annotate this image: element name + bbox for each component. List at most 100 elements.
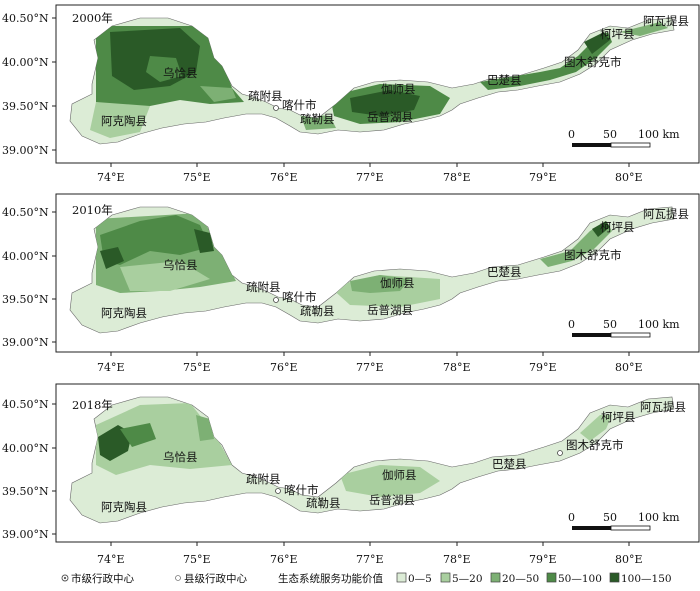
label-tumushuke: 图木舒克市: [564, 248, 622, 262]
legend-class-label: 20—50: [502, 573, 539, 585]
svg-text:39.50°N: 39.50°N: [2, 293, 49, 306]
svg-text:39.50°N: 39.50°N: [2, 485, 49, 498]
legend-swatch-2: [490, 572, 501, 583]
label-kalpin: 柯坪县: [600, 220, 635, 234]
svg-text:74°E: 74°E: [97, 553, 125, 566]
map-body: [69, 17, 675, 145]
svg-text:77°E: 77°E: [356, 361, 384, 374]
x-axis-ticks: 74°E 75°E 76°E 77°E 78°E 79°E 80°E: [97, 542, 643, 566]
map-body: [69, 206, 675, 334]
y-axis-ticks: 40.50°N 40.00°N 39.50°N 39.00°N: [2, 12, 56, 157]
panel-2010: 2010年 乌恰县 阿克陶县 疏附县 喀什市 疏勒县 伽师县 岳普湖县 巴楚县 …: [2, 193, 700, 374]
svg-text:0: 0: [568, 511, 575, 524]
label-shufu: 疏附县: [246, 280, 281, 294]
label-bachu: 巴楚县: [487, 265, 522, 279]
legend-swatch-1: [440, 572, 451, 583]
svg-text:79°E: 79°E: [529, 553, 557, 566]
svg-text:79°E: 79°E: [529, 361, 557, 374]
legend-swatch-3: [546, 572, 557, 583]
legend-class-label: 50—100: [558, 573, 602, 585]
kashi-city-marker: [275, 488, 281, 494]
svg-text:50: 50: [603, 318, 617, 331]
label-kashi: 喀什市: [284, 483, 319, 497]
svg-text:75°E: 75°E: [183, 361, 211, 374]
svg-text:0: 0: [568, 318, 575, 331]
label-kashi: 喀什市: [282, 290, 317, 304]
svg-text:78°E: 78°E: [443, 171, 471, 184]
label-wuqia: 乌恰县: [163, 450, 198, 464]
scale-bar: 0 50 100 km: [568, 511, 680, 531]
label-shule: 疏勒县: [306, 496, 341, 510]
svg-text:40.50°N: 40.50°N: [2, 206, 49, 219]
panel-2018: 2018年 乌恰县 阿克陶县 疏附县 喀什市 疏勒县 伽师县 岳普湖县 巴楚县 …: [2, 383, 700, 566]
label-shule: 疏勒县: [300, 112, 335, 126]
kashi-city-marker: [273, 105, 279, 111]
label-tumushuke: 图木舒克市: [566, 438, 624, 452]
svg-text:100 km: 100 km: [638, 318, 680, 331]
legend-swatch-4: [609, 572, 620, 583]
legend-swatch-0: [396, 572, 407, 583]
svg-text:76°E: 76°E: [270, 361, 298, 374]
year-label: 2018年: [72, 398, 113, 412]
label-jiashi: 伽师县: [380, 276, 415, 290]
legend-class-label: 0—5: [408, 573, 432, 585]
label-yuepuhu: 岳普湖县: [369, 493, 415, 507]
svg-text:75°E: 75°E: [183, 553, 211, 566]
svg-text:40.00°N: 40.00°N: [2, 442, 49, 455]
label-bachu: 巴楚县: [487, 73, 522, 87]
svg-text:100 km: 100 km: [638, 128, 680, 141]
svg-text:74°E: 74°E: [97, 361, 125, 374]
svg-text:78°E: 78°E: [443, 361, 471, 374]
svg-text:80°E: 80°E: [615, 171, 643, 184]
label-shule: 疏勒县: [300, 304, 335, 318]
label-kashi: 喀什市: [282, 98, 317, 112]
svg-text:县级行政中心: 县级行政中心: [184, 572, 247, 585]
ecosystem-value-patches: [96, 213, 612, 307]
svg-text:77°E: 77°E: [356, 553, 384, 566]
svg-text:39.00°N: 39.00°N: [2, 336, 49, 349]
label-jiashi: 伽师县: [381, 82, 416, 96]
label-shufu: 疏附县: [248, 89, 283, 103]
legend-value-title: 生态系统服务功能价值: [278, 572, 383, 585]
label-yuepuhu: 岳普湖县: [367, 303, 413, 317]
x-axis-ticks: 74°E 75°E 76°E 77°E 78°E 79°E 80°E: [97, 352, 643, 374]
ecosystem-value-patches: [96, 403, 612, 497]
y-axis-ticks: 40.50°N 40.00°N 39.50°N 39.00°N: [2, 398, 56, 541]
svg-text:76°E: 76°E: [270, 171, 298, 184]
svg-text:80°E: 80°E: [615, 553, 643, 566]
svg-text:100 km: 100 km: [638, 511, 680, 524]
panel-2000: 2000年 乌恰县 阿克陶县 疏附县 喀什市 疏勒县 伽师县 岳普湖县 巴楚县 …: [2, 4, 700, 184]
county-center-marker: [557, 450, 563, 456]
label-akto: 阿克陶县: [101, 114, 147, 128]
kashi-city-marker: [273, 297, 279, 303]
svg-text:40.50°N: 40.50°N: [2, 398, 49, 411]
svg-text:77°E: 77°E: [356, 171, 384, 184]
legend-class-label: 5—20: [452, 573, 483, 585]
label-wuqia: 乌恰县: [163, 258, 198, 272]
svg-text:39.00°N: 39.00°N: [2, 528, 49, 541]
label-shufu: 疏附县: [246, 472, 281, 486]
label-jiashi: 伽师县: [382, 468, 417, 482]
label-yuepuhu: 岳普湖县: [367, 110, 413, 124]
label-akto: 阿克陶县: [101, 306, 147, 320]
svg-text:79°E: 79°E: [529, 171, 557, 184]
svg-text:39.50°N: 39.50°N: [2, 100, 49, 113]
label-awati: 阿瓦提县: [643, 14, 689, 28]
scale-bar: 0 50 100 km: [568, 128, 680, 148]
label-awati: 阿瓦提县: [640, 400, 686, 414]
label-wuqia: 乌恰县: [163, 66, 198, 80]
label-awati: 阿瓦提县: [643, 207, 689, 221]
label-bachu: 巴楚县: [492, 457, 527, 471]
svg-text:80°E: 80°E: [615, 361, 643, 374]
legend-city-center: 市级行政中心: [61, 572, 134, 585]
ecosystem-value-patches: [90, 22, 668, 138]
svg-text:0: 0: [568, 128, 575, 141]
y-axis-ticks: 40.50°N 40.00°N 39.50°N 39.00°N: [2, 206, 56, 349]
svg-text:40.00°N: 40.00°N: [2, 56, 49, 69]
svg-text:78°E: 78°E: [443, 553, 471, 566]
x-axis-ticks: 74°E 75°E 76°E 77°E 78°E 79°E 80°E: [97, 163, 643, 184]
legend-classes: 0—5 5—20 20—50 50—100 100—150: [396, 572, 672, 585]
label-kalpin: 柯坪县: [600, 27, 635, 41]
year-label: 2000年: [72, 11, 113, 25]
